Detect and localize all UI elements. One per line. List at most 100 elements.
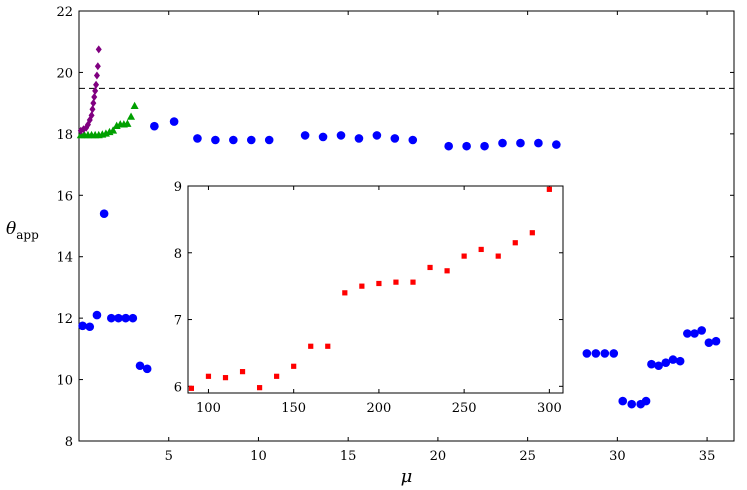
x-tick-label: 15 bbox=[340, 449, 357, 464]
inset-square-data-point bbox=[342, 290, 348, 296]
inset-square-data-point bbox=[376, 280, 382, 287]
circle-data-point bbox=[121, 313, 130, 323]
inset-square-data-point bbox=[393, 279, 399, 285]
circle-data-point bbox=[690, 329, 699, 338]
circle-data-point bbox=[480, 141, 489, 151]
triangle-data-point bbox=[109, 126, 118, 134]
circle-data-point bbox=[150, 121, 159, 131]
inset-square-data-point bbox=[512, 240, 518, 246]
circle-data-point bbox=[609, 349, 619, 358]
main-y-ticks: 8 10 12 14 16 18 20 22 bbox=[56, 5, 734, 450]
circle-data-point bbox=[246, 135, 256, 145]
inset-y-tick-label: 9 bbox=[174, 180, 182, 195]
inset-x-tick-label: 100 bbox=[196, 401, 221, 416]
diamond-data-point bbox=[94, 62, 101, 71]
inset-y-tick-label: 8 bbox=[174, 247, 182, 262]
circle-data-point bbox=[128, 313, 138, 323]
diamond-data-point bbox=[90, 99, 97, 108]
circle-data-point bbox=[647, 359, 656, 369]
inset-square-data-point bbox=[256, 385, 263, 391]
circle-data-point bbox=[107, 313, 116, 323]
inset-square-data-point bbox=[461, 253, 467, 259]
circle-data-point bbox=[498, 138, 507, 148]
inset-square-data-point bbox=[427, 264, 433, 271]
circle-data-point bbox=[390, 134, 400, 143]
x-tick-label: 30 bbox=[609, 449, 626, 464]
diamond-data-point bbox=[89, 105, 96, 114]
x-axis-label: μ bbox=[401, 466, 413, 487]
circle-data-point bbox=[318, 132, 328, 142]
inset-y-tick-label: 7 bbox=[174, 314, 182, 329]
y-tick-label: 8 bbox=[65, 435, 73, 450]
circle-data-point bbox=[627, 399, 637, 409]
diamond-data-point bbox=[91, 93, 98, 101]
inset-square-data-point bbox=[478, 246, 484, 253]
circle-data-point bbox=[661, 358, 671, 367]
circle-data-point bbox=[582, 349, 592, 358]
circle-data-point bbox=[600, 349, 610, 358]
inset-x-tick-label: 250 bbox=[452, 401, 477, 416]
circle-data-point bbox=[336, 131, 346, 140]
main-data-points bbox=[76, 45, 721, 409]
inset-square-data-point bbox=[222, 375, 229, 381]
circle-data-point bbox=[618, 396, 628, 406]
inset-square-data-point bbox=[274, 373, 280, 379]
inset-square-data-point bbox=[529, 230, 535, 236]
circle-data-point bbox=[462, 141, 471, 151]
inset-y-tick-label: 6 bbox=[174, 380, 182, 395]
inset-data-points bbox=[188, 186, 552, 391]
circle-data-point bbox=[135, 361, 145, 371]
inset-square-data-point bbox=[325, 343, 331, 349]
circle-data-point bbox=[92, 310, 102, 320]
inset-x-tick-label: 200 bbox=[366, 401, 391, 416]
x-tick-label: 35 bbox=[699, 449, 716, 464]
circle-data-point bbox=[114, 313, 123, 323]
x-tick-label: 10 bbox=[250, 449, 267, 464]
y-tick-label: 12 bbox=[56, 312, 73, 327]
y-axis-label: θapp bbox=[6, 219, 39, 242]
circle-data-point bbox=[704, 338, 714, 348]
y-tick-label: 22 bbox=[56, 5, 73, 20]
inset-square-data-point bbox=[308, 343, 314, 349]
triangle-data-point bbox=[123, 119, 132, 127]
circle-data-point bbox=[372, 131, 382, 140]
main-plot: 5 10 15 20 25 30 35 8 10 12 14 16 18 20 22 μ θapp bbox=[6, 5, 735, 487]
y-tick-label: 10 bbox=[56, 374, 73, 389]
circle-data-point bbox=[668, 355, 678, 364]
y-axis-label-subscript: app bbox=[16, 228, 39, 242]
circle-data-point bbox=[408, 135, 418, 145]
circle-data-point bbox=[711, 336, 721, 346]
circle-data-point bbox=[444, 141, 453, 151]
triangle-data-point bbox=[127, 112, 136, 120]
x-tick-label: 20 bbox=[430, 449, 447, 464]
circle-data-point bbox=[654, 361, 663, 371]
diamond-data-point bbox=[95, 45, 102, 54]
inset-square-data-point bbox=[291, 363, 297, 369]
circle-data-point bbox=[552, 140, 561, 149]
y-tick-label: 16 bbox=[56, 189, 73, 204]
circle-data-point bbox=[211, 135, 220, 145]
circle-data-point bbox=[641, 396, 651, 406]
circle-data-point bbox=[534, 138, 543, 148]
circle-data-point bbox=[354, 134, 364, 143]
circle-data-point bbox=[516, 138, 525, 148]
diamond-data-point bbox=[88, 111, 95, 120]
main-plot-frame bbox=[78, 10, 735, 442]
inset-square-data-point bbox=[410, 279, 416, 285]
circle-data-point bbox=[697, 326, 706, 335]
y-tick-label: 18 bbox=[56, 128, 73, 143]
inset-x-tick-label: 300 bbox=[537, 401, 562, 416]
inset-y-ticks: 6 7 8 9 bbox=[174, 180, 563, 395]
triangle-data-point bbox=[130, 101, 139, 110]
inset-square-data-point bbox=[188, 385, 195, 391]
y-tick-label: 14 bbox=[56, 251, 73, 266]
inset-square-data-point bbox=[495, 253, 501, 259]
x-tick-label: 25 bbox=[519, 449, 536, 464]
circle-data-point bbox=[85, 322, 95, 332]
circle-data-point bbox=[169, 117, 179, 126]
inset-square-data-point bbox=[239, 369, 246, 375]
circle-data-point bbox=[300, 131, 310, 140]
inset-square-data-point bbox=[444, 268, 450, 274]
circle-data-point bbox=[675, 356, 685, 366]
